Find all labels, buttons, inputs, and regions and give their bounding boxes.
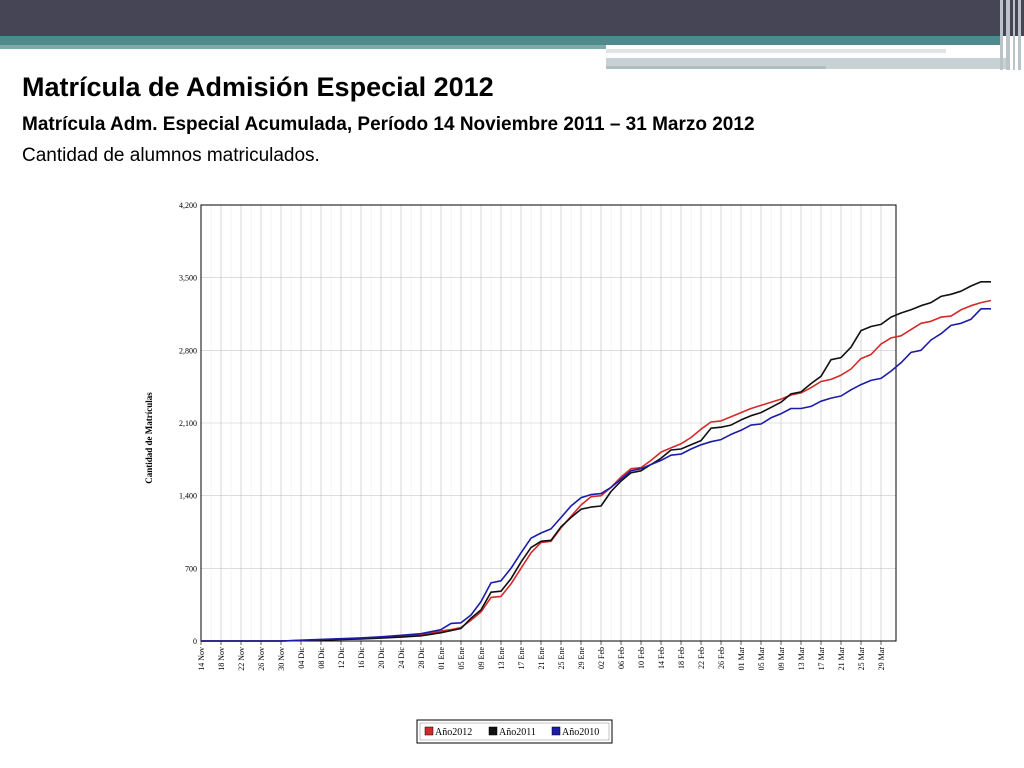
legend-frame	[416, 719, 613, 744]
x-tick-label: 06 Feb	[617, 647, 626, 669]
chart-legend: Año2012 Año2011 Año2010	[416, 719, 613, 744]
x-tick-label: 08 Dic	[317, 647, 326, 669]
x-tick-label: 18 Nov	[217, 647, 226, 671]
legend-swatch	[551, 726, 561, 736]
x-tick-label: 10 Feb	[637, 647, 646, 669]
legend-swatch	[424, 726, 434, 736]
y-tick-label: 1,400	[179, 492, 197, 501]
header-grey-accent-3	[606, 66, 826, 69]
x-tick-label: 28 Dic	[417, 647, 426, 669]
series-line-año2010	[201, 307, 991, 642]
x-tick-label: 13 Ene	[497, 647, 506, 670]
x-tick-label: 30 Nov	[277, 647, 286, 671]
slide-subtitle: Matrícula Adm. Especial Acumulada, Perío…	[22, 114, 755, 135]
legend-label: Año2012	[435, 727, 472, 738]
x-tick-label: 14 Nov	[197, 647, 206, 671]
header-dark-bar	[0, 0, 1024, 36]
x-tick-label: 02 Feb	[597, 647, 606, 669]
x-tick-label: 12 Dic	[337, 647, 346, 669]
x-tick-label: 26 Nov	[257, 647, 266, 671]
y-axis-label: Cantidad de Matrículas	[144, 392, 154, 484]
x-tick-label: 21 Mar	[837, 647, 846, 671]
slide-title: Matrícula de Admisión Especial 2012	[22, 72, 494, 102]
x-tick-label: 24 Dic	[397, 647, 406, 669]
x-tick-label: 25 Ene	[557, 647, 566, 670]
header-teal-bar	[0, 36, 1000, 45]
grid-lines	[200, 204, 896, 642]
x-tick-label: 05 Ene	[457, 647, 466, 670]
series-lines	[201, 280, 992, 642]
legend-frame-inner	[419, 722, 610, 741]
x-axis-ticks: 14 Nov 18 Nov 22 Nov 26 Nov 30 Nov 04 Dic 08 D…	[197, 641, 886, 671]
legend-swatch	[488, 726, 498, 736]
x-tick-label: 18 Feb	[677, 647, 686, 669]
x-tick-label: 05 Mar	[757, 647, 766, 671]
x-tick-label: 20 Dic	[377, 647, 386, 669]
y-tick-label: 2,800	[179, 346, 197, 355]
plot-frame	[200, 204, 897, 642]
header-grey-accent-2	[606, 58, 1006, 69]
x-tick-label: 04 Dic	[297, 647, 306, 669]
x-tick-label: 22 Feb	[697, 647, 706, 669]
x-tick-label: 09 Ene	[477, 647, 486, 670]
y-tick-label: 2,100	[179, 419, 197, 428]
x-tick-label: 13 Mar	[797, 647, 806, 671]
y-axis-ticks: 0 700 1,400 2,100 2,800 3,500 4,200	[179, 201, 197, 646]
series-line-año2011	[201, 280, 991, 642]
y-tick-label: 4,200	[179, 201, 197, 210]
x-tick-label: 29 Ene	[577, 647, 586, 670]
x-tick-label: 17 Mar	[817, 647, 826, 671]
x-tick-label: 29 Mar	[877, 647, 886, 671]
x-tick-label: 21 Ene	[537, 647, 546, 670]
y-tick-label: 700	[185, 564, 197, 573]
y-tick-label: 3,500	[179, 274, 197, 283]
series-line-año2012	[201, 299, 992, 642]
x-tick-label: 25 Mar	[857, 647, 866, 671]
x-tick-label: 17 Ene	[517, 647, 526, 670]
x-tick-label: 01 Mar	[737, 647, 746, 671]
slide-caption: Cantidad de alumnos matriculados.	[22, 145, 320, 166]
y-tick-label: 0	[193, 637, 197, 646]
header-grey-accent-1	[606, 49, 946, 53]
legend-label: Año2011	[499, 727, 536, 738]
legend-label: Año2010	[562, 727, 599, 738]
x-tick-label: 01 Ene	[437, 647, 446, 670]
header-teal-accent	[0, 45, 606, 49]
x-tick-label: 26 Feb	[717, 647, 726, 669]
x-tick-label: 16 Dic	[357, 647, 366, 669]
x-tick-label: 09 Mar	[777, 647, 786, 671]
x-tick-label: 22 Nov	[237, 647, 246, 671]
header-vertical-stripes	[998, 0, 1024, 70]
x-tick-label: 14 Feb	[657, 647, 666, 669]
